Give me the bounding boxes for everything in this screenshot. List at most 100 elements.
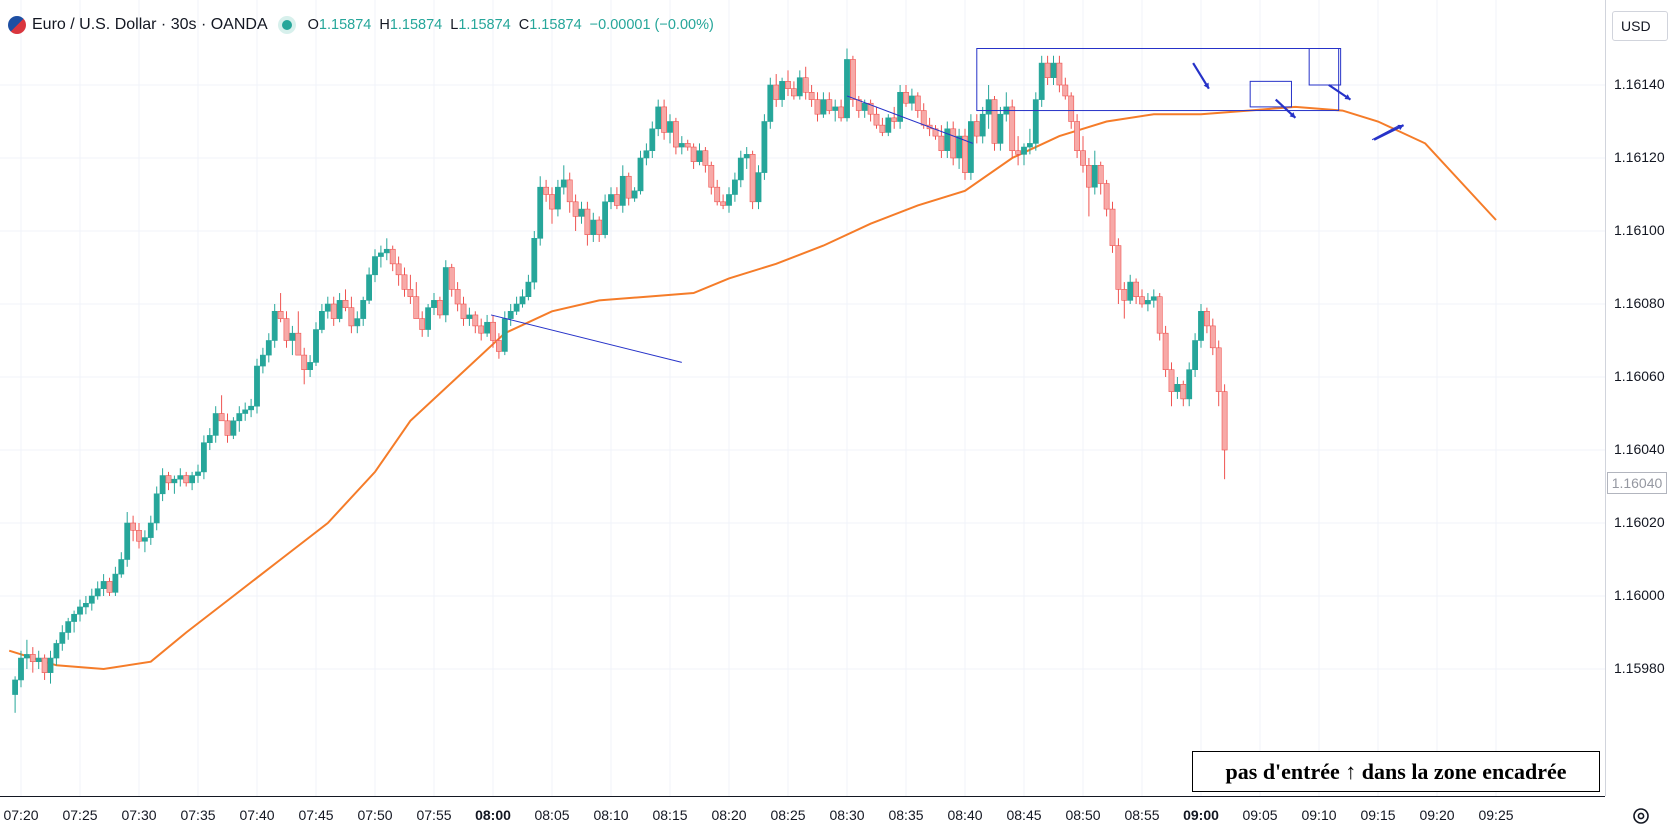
candle [613,187,620,210]
candle-body [838,106,844,119]
time-tick-label: 08:35 [888,807,924,823]
candle [1186,362,1193,407]
candle-body [761,121,768,173]
candle [147,515,154,545]
candle-body [962,135,968,173]
candle [413,282,420,319]
candle-body [142,537,148,542]
candle [41,654,48,680]
candle [106,577,113,596]
candle [289,325,296,356]
chart-svg[interactable] [0,0,1605,796]
candle-body [106,581,113,593]
candle [23,639,30,669]
candle [507,304,514,326]
candle [478,318,485,341]
candle [159,468,166,502]
trendline [846,95,974,144]
candle [206,428,213,450]
open-label: O [307,17,319,33]
candle [466,307,473,326]
candle-body [726,194,732,206]
candle-body [230,420,237,436]
candle-body [731,179,738,195]
change-value: −0.00001 (−0.00%) [589,17,714,33]
candle-body [956,135,962,159]
candle-body [1186,369,1193,400]
candle-body [460,303,467,319]
candle-body [785,81,791,89]
chart-area[interactable] [0,0,1605,796]
candle [684,139,691,151]
candle [277,293,284,323]
candle-body [254,365,260,407]
candle-body [997,113,1004,144]
candle-body [201,442,207,473]
candle-body [613,194,620,206]
candle [891,106,898,129]
candle-body [377,252,384,257]
candle-body [696,150,703,162]
candle-body [1009,106,1016,152]
settings-icon[interactable] [1630,805,1652,827]
candle [1062,77,1069,100]
arrow-head [1203,82,1209,89]
candle [313,322,319,367]
time-tick-label: 07:40 [239,807,275,823]
candle-body [372,256,378,276]
time-tick-label: 08:30 [829,807,865,823]
candle [820,92,827,118]
candle [118,552,125,578]
candle-body [608,194,614,203]
candle-body [743,154,750,159]
candle [1168,362,1175,407]
candle-body [832,106,839,111]
candle [1127,274,1134,304]
candle-body [973,121,980,137]
candle [1221,384,1228,480]
price-tick-label: 1.15980 [1614,660,1665,676]
candle [560,165,567,195]
candle-body [1056,62,1063,86]
time-tick-label: 09:25 [1478,807,1514,823]
candle [743,147,750,169]
candle [956,128,962,169]
candle [431,293,437,315]
candle [183,471,190,487]
candle [1032,92,1039,151]
candle-body [773,84,780,100]
time-tick-label: 09:15 [1360,807,1396,823]
price-scale[interactable] [1605,0,1674,796]
candle [566,172,573,213]
symbol-title[interactable]: Euro / U.S. Dollar · 30s · OANDA [32,16,268,33]
candle [531,231,538,290]
candle [218,395,225,422]
arrow-marker [1373,124,1405,141]
time-axis[interactable] [0,796,1605,831]
candle [932,125,939,140]
candle [1050,55,1057,85]
arrow-head [1397,124,1404,131]
candle [649,121,656,158]
candle-body [136,529,142,542]
candle-body [602,201,608,235]
candle-body [47,657,54,673]
candle-body [1103,183,1110,210]
time-tick-label: 09:10 [1301,807,1337,823]
candle [236,406,243,432]
candle-body [1080,150,1086,166]
candle [903,85,909,107]
candle [767,77,774,129]
candle [720,194,726,210]
market-status-icon[interactable] [281,20,292,30]
candle-body [112,573,119,593]
candle-body [1109,208,1116,246]
candle-body [124,522,131,560]
candle-body [289,332,296,341]
ohlc-values: O1.15874 H1.15874 L1.15874 C1.15874 −0.0… [308,17,714,33]
candle [65,617,72,640]
currency-button[interactable]: USD [1612,11,1668,41]
candle-body [1050,62,1057,78]
candle-body [336,300,343,319]
candle-body [967,121,974,173]
